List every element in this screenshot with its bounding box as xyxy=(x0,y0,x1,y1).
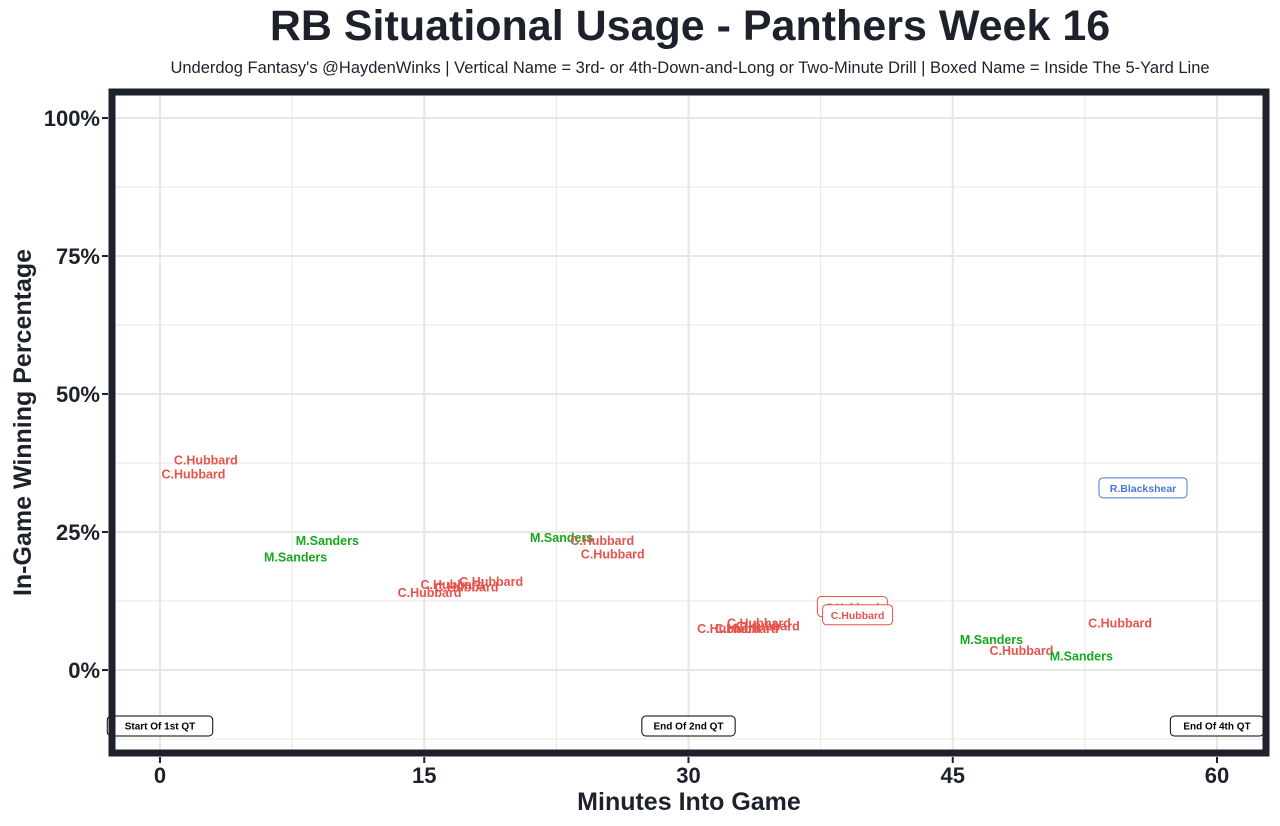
point-label: M.Sanders xyxy=(960,633,1023,647)
boxed-point-label: R.Blackshear xyxy=(1110,483,1177,495)
quarter-marker-box xyxy=(106,715,214,737)
quarter-marker-label: End Of 4th QT xyxy=(1183,722,1250,733)
x-axis-title: Minutes Into Game xyxy=(577,788,801,816)
grid-layer xyxy=(112,92,1266,753)
point-label: C.Hubbard xyxy=(697,622,761,636)
point-label: C.Hubbard xyxy=(459,575,523,589)
x-tick-label: 0 xyxy=(154,763,166,788)
chart-title: RB Situational Usage - Panthers Week 16 xyxy=(269,2,1111,50)
plot-frame xyxy=(108,88,1270,757)
point-label: C.Hubbard xyxy=(570,534,634,548)
point-label: C.Hubbard xyxy=(435,581,499,595)
boxed-point-frame xyxy=(822,604,894,626)
quarter-marker-box xyxy=(641,715,736,737)
y-axis-ticks: 0% 25% 50% 75% 100% xyxy=(44,106,108,683)
point-label: C.Hubbard xyxy=(727,617,791,631)
point-label: C.Hubbard xyxy=(1088,617,1152,631)
y-tick-label: 25% xyxy=(56,520,100,545)
y-tick-label: 50% xyxy=(56,382,100,407)
point-label: M.Sanders xyxy=(1050,650,1113,664)
quarter-marker-label: Start Of 1st QT xyxy=(125,722,196,733)
point-label: M.Sanders xyxy=(530,531,593,545)
point-label: C.Hubbard xyxy=(715,622,779,636)
x-tick-label: 60 xyxy=(1205,763,1229,788)
point-label: C.Hubbard xyxy=(398,586,462,600)
x-tick-label: 15 xyxy=(412,763,436,788)
chart-subtitle: Underdog Fantasy's @HaydenWinks | Vertic… xyxy=(170,59,1210,77)
point-label: C.Hubbard xyxy=(174,454,238,468)
boxed-point-label: C.Hubbard xyxy=(831,610,885,622)
point-label: C.Hubbard xyxy=(581,548,645,562)
boxed-point-frame xyxy=(1098,477,1188,499)
point-label: C.Hubbard xyxy=(162,468,226,482)
x-axis-ticks: 0 15 30 45 60 xyxy=(154,757,1229,788)
y-tick-label: 100% xyxy=(44,106,100,131)
point-label: C.Hubbard xyxy=(990,644,1054,658)
y-axis-title: In-Game Winning Percentage xyxy=(9,249,37,596)
quarter-marker-label: End Of 2nd QT xyxy=(654,722,724,733)
quarter-markers: Start Of 1st QT End Of 2nd QT End Of 4th Q… xyxy=(106,715,1265,737)
point-label: M.Sanders xyxy=(296,534,359,548)
point-label: C.Hubbard xyxy=(420,578,484,592)
y-tick-label: 0% xyxy=(68,658,100,683)
point-label: M.Sanders xyxy=(264,550,327,564)
x-tick-label: 45 xyxy=(941,763,965,788)
data-points: C.HubbardC.HubbardM.SandersM.SandersC.Hu… xyxy=(162,454,1188,664)
x-tick-label: 30 xyxy=(676,763,700,788)
y-tick-label: 75% xyxy=(56,244,100,269)
point-label: C.Hubbard xyxy=(736,619,800,633)
